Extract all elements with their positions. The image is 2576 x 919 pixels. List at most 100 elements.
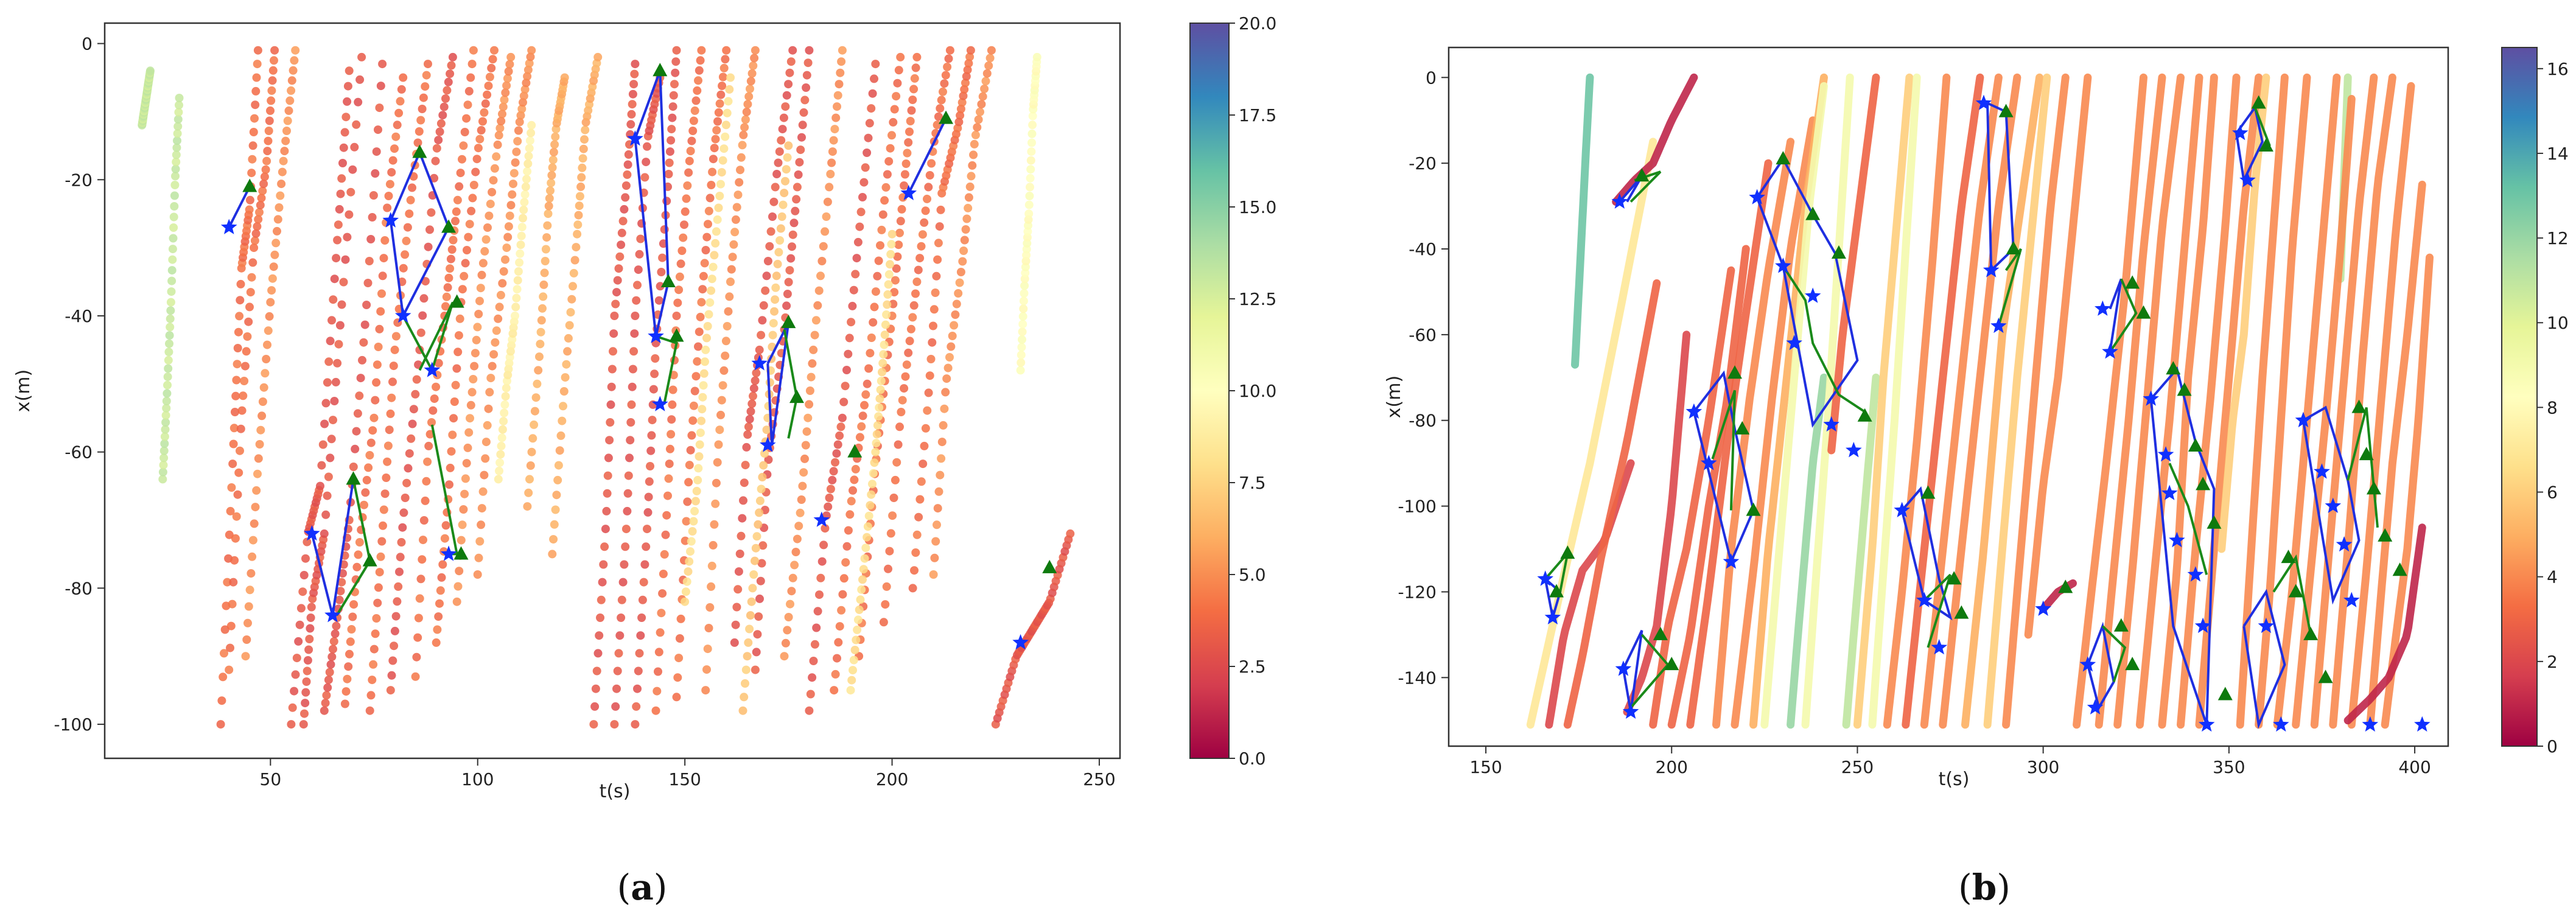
trajectory-point [345,210,354,219]
trajectory-point [959,246,968,255]
trajectory-point [930,553,939,562]
trajectory-line [1571,73,1594,369]
trajectory-point [343,82,352,91]
trajectory-point [894,440,903,449]
trajectory-point [1027,147,1036,156]
colorbar-tick-label: 16 [2547,59,2569,79]
trajectory-point [735,178,744,187]
trajectory-point [782,91,791,100]
trajectory-line [2343,523,2426,725]
trajectory-point [427,208,436,217]
trajectory-point [285,96,295,105]
trajectory-point [721,337,730,346]
trajectory-point [908,96,917,104]
trajectory-point [270,250,279,259]
trajectory-point [617,240,626,250]
trajectory-point [492,152,501,161]
trajectory-point [802,71,811,80]
trajectory-point [371,629,380,638]
trajectory-point [499,102,508,111]
trajectory-point [964,59,973,68]
trajectory-point [933,504,942,513]
trajectory [929,46,996,579]
trajectory-point [819,540,828,550]
trajectory-point [229,439,238,449]
trajectory-point [456,169,465,178]
trajectory-point [495,124,505,133]
trajectory-point [421,82,430,91]
trajectory-point [295,620,304,629]
trajectory-point [162,404,171,413]
trajectory-point [413,633,422,642]
trajectory-point [830,686,839,695]
trajectory-point [973,123,982,132]
trajectory-point [751,376,760,385]
trajectory-point [833,91,842,100]
trajectory-point [173,136,181,145]
trajectory-point [732,203,741,212]
trajectory-point [793,183,802,192]
trajectory-point [702,232,712,242]
trajectory-point [366,235,376,243]
green-triangle-marker [2251,95,2266,109]
trajectory-point [374,343,383,351]
trajectory-point [434,136,443,145]
trajectory-point [728,253,737,262]
trajectory-point [394,582,403,591]
trajectory-point [707,561,716,570]
trajectory-point [623,170,632,179]
trajectory-point [251,503,260,512]
trajectory-line [2366,180,2426,729]
trajectory-point [241,652,250,661]
trajectory-point [648,416,657,425]
trajectory-point [847,318,856,327]
green-triangle-marker [2351,399,2367,413]
trajectory-point [488,55,497,64]
trajectory-point [658,589,667,598]
trajectory-point [369,191,378,200]
trajectory-point [246,288,255,297]
trajectory-point [788,46,797,55]
trajectory-point [267,86,276,95]
trajectory-point [253,222,262,231]
trajectory-line [2292,95,2356,729]
trajectory-point [434,358,443,368]
trajectory-point [534,366,543,375]
trajectory-point [464,86,474,96]
trajectory-point [252,73,261,82]
trajectory-point [398,523,407,532]
trajectory-point [169,212,178,222]
trajectory-point [702,665,711,674]
trajectory-point [165,331,174,340]
trajectory-point [448,430,457,439]
trajectory-point [785,266,794,275]
trajectory-point [685,557,694,566]
trajectory-point [391,332,401,341]
trajectory-point [171,164,180,173]
trajectory-point [687,537,696,546]
trajectory-point [228,599,237,609]
trajectory-point [451,217,460,226]
trajectory-point [265,312,274,321]
trajectory-point [407,434,416,443]
trajectory-point [411,672,420,681]
trajectory-point [795,158,804,167]
trajectory-point [378,60,387,69]
trajectory-point [881,320,890,329]
trajectory-point [355,391,364,400]
trajectory-point [223,578,232,587]
trajectory-point [793,534,802,543]
trajectory-point [719,366,729,375]
trajectory-point [941,71,950,80]
trajectory-point [548,155,558,164]
trajectory-point [300,709,309,718]
trajectory-point [672,46,681,55]
trajectory-point [264,326,273,335]
trajectory-point [866,349,875,358]
trajectory-point [524,488,533,497]
blue-star-marker [2325,497,2342,513]
trajectory-point [631,312,640,320]
trajectory-point [881,600,890,609]
trajectory-point [460,489,469,498]
